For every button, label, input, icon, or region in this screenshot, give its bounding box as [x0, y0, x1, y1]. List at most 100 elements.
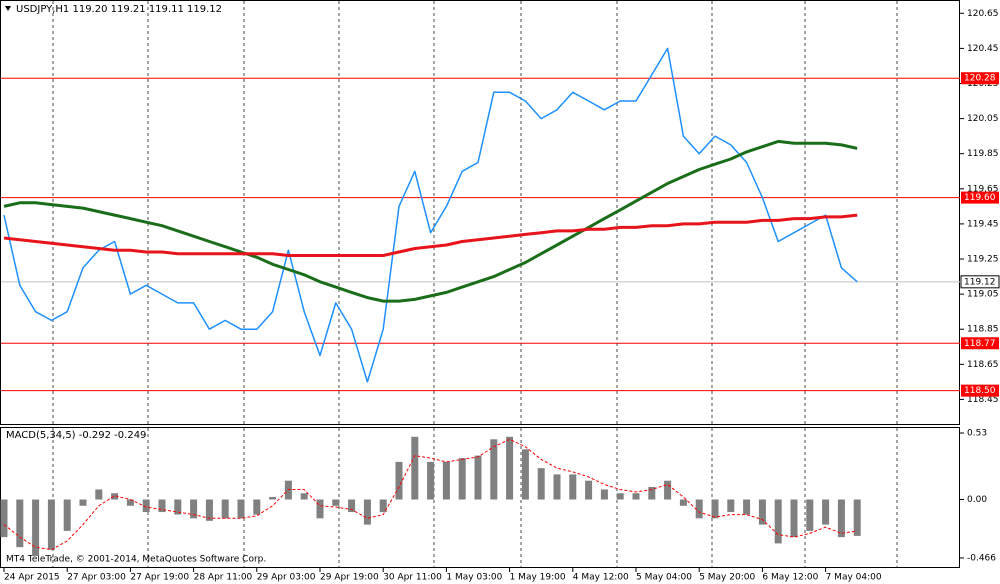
level-tag: [961, 337, 999, 350]
macd-bar: [774, 499, 782, 544]
macd-bar: [553, 474, 561, 500]
macd-bar: [490, 439, 498, 500]
x-tick-label: 29 Apr 19:00: [320, 573, 379, 583]
macd-bar: [158, 499, 166, 513]
price-line: [3, 213, 858, 257]
x-tick-label: 27 Apr 03:00: [67, 573, 126, 583]
x-tick-label: 30 Apr 11:00: [383, 573, 442, 583]
macd-bar: [142, 499, 150, 513]
macd-bar: [711, 499, 719, 519]
level-tag: [961, 191, 999, 204]
macd-bar: [126, 499, 134, 506]
x-tick-label: 24 Apr 2015: [4, 573, 60, 583]
x-tick-label: 29 Apr 03:00: [257, 573, 316, 583]
macd-bar: [585, 480, 593, 500]
level-label: 119.60: [964, 193, 996, 203]
macd-bar: [269, 496, 277, 500]
macd-bar: [411, 436, 419, 500]
macd-bar: [806, 499, 814, 531]
macd-bar: [174, 499, 182, 515]
price-panel: [0, 0, 960, 425]
macd-bar: [300, 493, 308, 500]
macd-bar: [395, 461, 403, 500]
y-tick-label: 118.85: [967, 325, 999, 335]
macd-bar: [190, 499, 198, 519]
watermark: MT4 TeleTrade, © 2001-2014, MetaQuotes S…: [6, 555, 266, 565]
macd-bar: [632, 493, 640, 500]
macd-bar: [111, 493, 119, 500]
x-tick-label: 6 May 12:00: [762, 573, 818, 583]
macd-bar: [648, 486, 656, 500]
macd-bar: [79, 499, 87, 506]
macd-bar: [348, 499, 356, 513]
x-tick-label: 5 May 20:00: [699, 573, 755, 583]
y-tick-label: 119.45: [967, 219, 999, 229]
price-line: [3, 47, 858, 383]
y-tick-label: 119.85: [967, 149, 999, 159]
current-price-tag: [960, 275, 1000, 289]
macd-bar: [679, 499, 687, 506]
macd-bar: [837, 499, 845, 538]
x-tick-label: 4 May 12:00: [573, 573, 629, 583]
macd-bar: [237, 499, 245, 519]
macd-bar: [95, 489, 103, 500]
macd-bar: [221, 499, 229, 519]
y-tick-label: 120.65: [967, 9, 999, 19]
y-tick-label: 0.00: [967, 495, 987, 505]
y-tick-label: 119.05: [967, 290, 999, 300]
y-tick-label: 119.65: [967, 184, 999, 194]
y-tick-label: 118.65: [967, 360, 999, 370]
macd-bar: [316, 499, 324, 519]
macd-bar: [537, 468, 545, 500]
x-tick-label: 28 Apr 11:00: [194, 573, 253, 583]
level-label: 118.77: [964, 339, 996, 349]
macd-bar: [521, 449, 529, 500]
macd-bar: [727, 499, 735, 513]
macd-bar: [506, 436, 514, 500]
macd-bar: [853, 499, 861, 536]
macd-panel: [0, 427, 960, 568]
macd-bar: [253, 499, 261, 515]
macd-bar: [664, 480, 672, 500]
macd-title: MACD(5,34,5) -0.292 -0.249: [6, 430, 146, 441]
macd-bar: [16, 499, 24, 548]
macd-bar: [790, 499, 798, 538]
y-tick-label: 119.25: [967, 255, 999, 265]
y-tick-label: -0.466: [967, 553, 996, 563]
x-tick-label: 1 May 03:00: [446, 573, 502, 583]
y-tick-label: 0.53: [967, 429, 987, 439]
macd-bar: [822, 499, 830, 525]
macd-bar: [32, 499, 40, 556]
x-tick-label: 5 May 04:00: [636, 573, 692, 583]
macd-bar: [442, 461, 450, 500]
x-tick-label: 7 May 04:00: [826, 573, 882, 583]
level-tag: [961, 72, 999, 85]
menu-arrow[interactable]: [5, 6, 11, 11]
y-tick-label: 118.45: [967, 395, 999, 405]
signal-line: [3, 438, 858, 551]
macd-bar: [47, 499, 55, 550]
macd-bar: [363, 499, 371, 525]
macd-bar: [569, 474, 577, 500]
x-tick-label: 27 Apr 19:00: [130, 573, 189, 583]
macd-bar: [379, 499, 387, 513]
symbol-title: USDJPY,H1 119.20 119.21 119.11 119.12: [16, 4, 222, 15]
macd-bar: [205, 499, 213, 521]
macd-bar: [458, 458, 466, 500]
level-tag: [961, 384, 999, 397]
macd-bar: [758, 499, 766, 525]
price-line: [3, 139, 858, 303]
macd-bar: [616, 493, 624, 500]
current-price-label: 119.12: [964, 277, 996, 287]
macd-bar: [474, 455, 482, 500]
macd-bar: [332, 499, 340, 506]
y-tick-label: 120.45: [967, 44, 999, 54]
macd-bar: [695, 499, 703, 519]
x-tick-label: 1 May 19:00: [510, 573, 566, 583]
macd-bar: [0, 499, 8, 538]
macd-bar: [427, 461, 435, 500]
level-label: 118.50: [964, 386, 996, 396]
macd-bar: [600, 489, 608, 500]
y-tick-label: 120.05: [967, 114, 999, 124]
